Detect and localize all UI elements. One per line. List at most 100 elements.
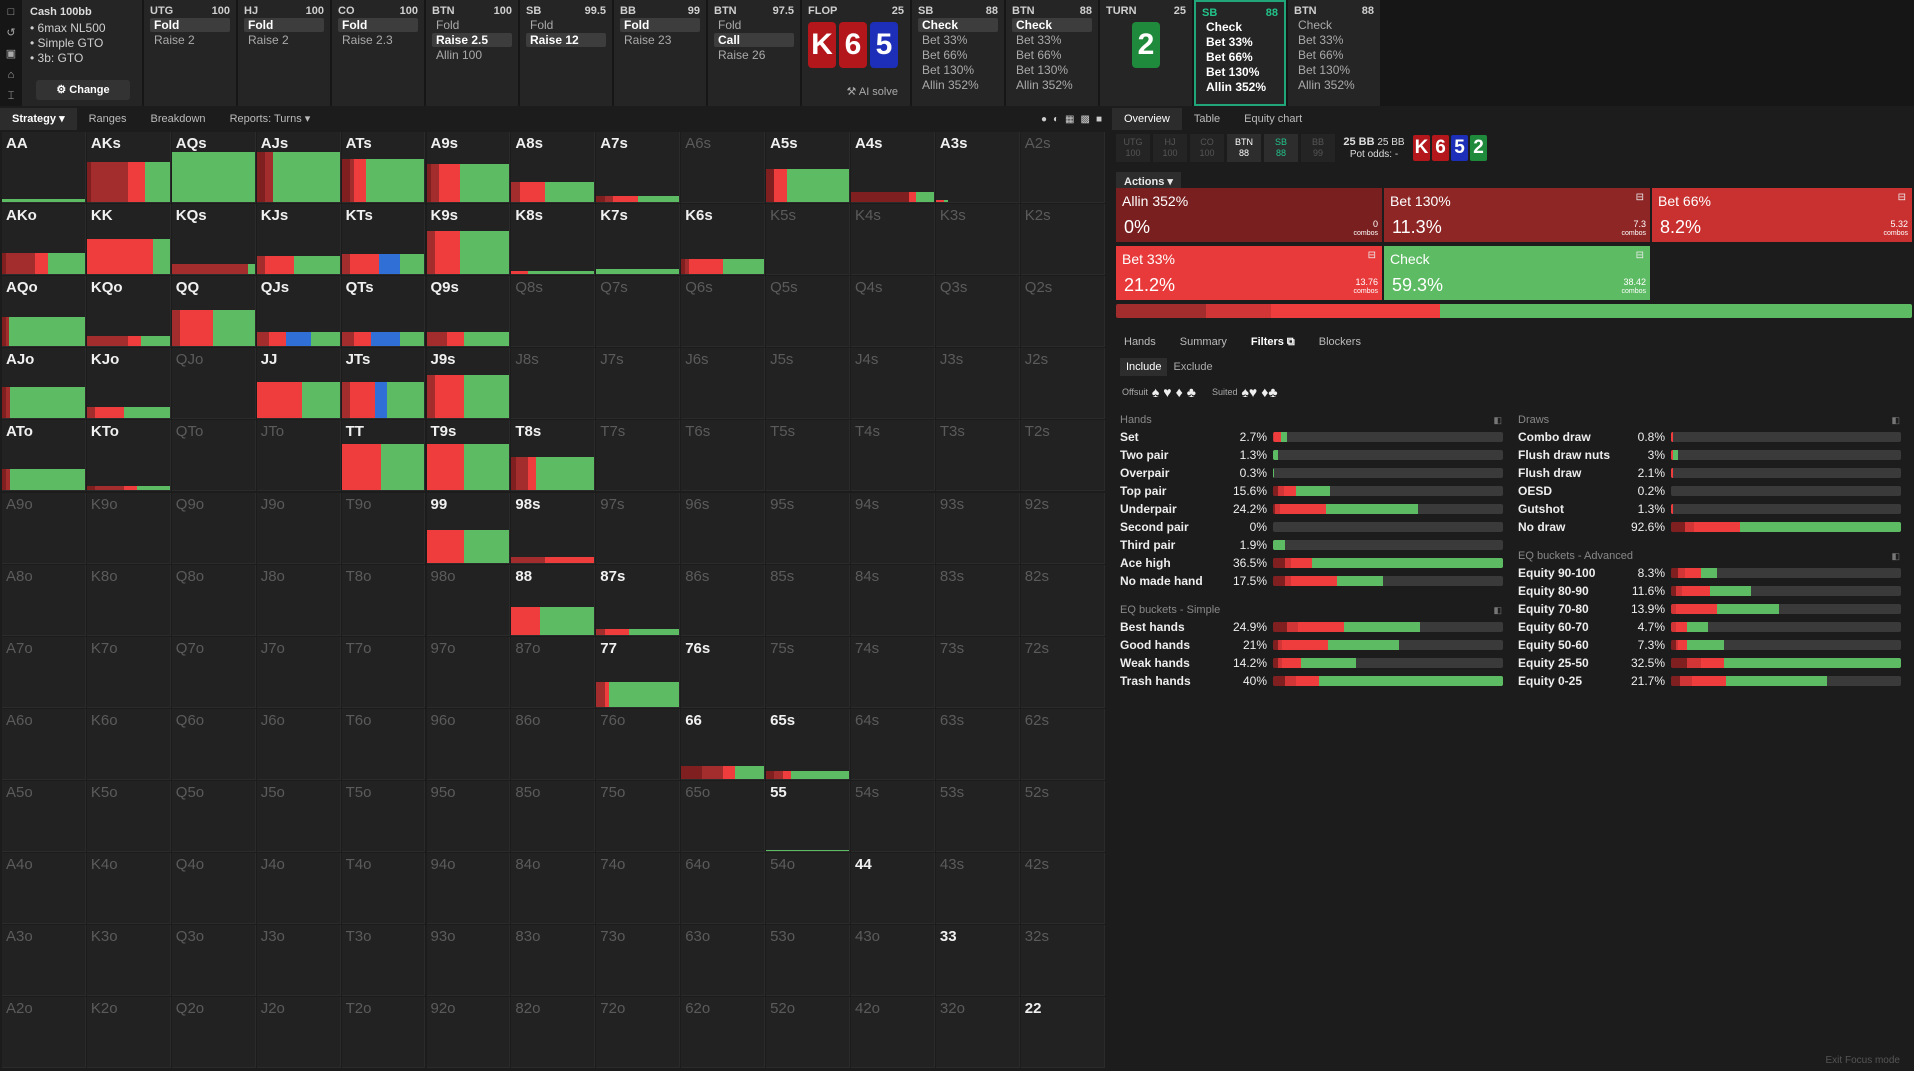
action-option[interactable]: Bet 66% [1298,48,1344,62]
hand-cell[interactable]: QTo [171,420,256,492]
hand-cell[interactable]: 53o [766,925,850,997]
subtab-summary[interactable]: Summary [1179,336,1227,348]
hand-cell[interactable]: 95s [766,492,850,564]
hand-cell[interactable]: T4s [851,420,935,492]
hand-cell[interactable]: 73s [935,636,1020,708]
hand-cell[interactable]: TT [341,420,426,492]
collapse-icon[interactable]: ◧ [1891,551,1900,561]
hand-cell[interactable]: 97s [596,492,681,564]
action-option[interactable]: Bet 130% [1298,63,1351,77]
hand-cell[interactable]: 96s [681,492,766,564]
hand-cell[interactable]: K3s [935,204,1020,276]
hand-cell[interactable]: 82s [1020,564,1105,636]
hand-cell[interactable]: K2o [86,997,171,1069]
hand-cell[interactable]: 42o [851,997,935,1069]
stat-row[interactable]: No draw 92.6% [1518,518,1908,536]
action-option[interactable]: Bet 66% [1206,50,1253,64]
hand-cell[interactable]: 95o [426,780,511,852]
action-option[interactable]: Fold [436,18,460,32]
hand-cell[interactable]: Q5s [766,276,850,348]
hand-cell[interactable]: A9s [426,132,511,204]
hand-cell[interactable]: K4s [851,204,935,276]
hand-cell[interactable]: A3s [935,132,1020,204]
action-box[interactable]: Allin 352% 0% 0 combos [1116,188,1382,242]
stat-row[interactable]: Trash hands 40% [1120,672,1510,690]
hand-cell[interactable]: K6s [681,204,766,276]
hand-cell[interactable]: 32s [1020,925,1105,997]
hand-cell[interactable]: 62s [1020,708,1105,780]
hand-cell[interactable]: 87s [596,564,681,636]
seat-sb[interactable]: SB 88 [1264,134,1298,162]
hand-cell[interactable]: K8o [86,564,171,636]
hand-cell[interactable]: J7o [256,636,341,708]
hand-cell[interactable]: Q6s [681,276,766,348]
tree-icon[interactable]: ⌂ [7,69,15,81]
square-icon[interactable]: □ [7,6,15,18]
hand-cell[interactable]: AJo [2,348,86,420]
hand-cell[interactable]: JTs [341,348,426,420]
hand-cell[interactable]: J2o [256,997,341,1069]
hand-cell[interactable]: K8s [511,204,596,276]
club-icon[interactable]: ♣ [1186,384,1196,400]
tab-reports-turns[interactable]: Reports: Turns ▾ [229,113,311,125]
action-option[interactable]: Fold [150,18,230,32]
hand-cell[interactable]: 75o [596,780,681,852]
hand-cell[interactable]: J4s [851,348,935,420]
position-co[interactable]: CO 100 Fold Raise 2.3 [332,0,424,106]
hand-cell[interactable]: 77 [596,636,681,708]
hand-cell[interactable]: Q7s [596,276,681,348]
stat-row[interactable]: Underpair 24.2% [1120,500,1510,518]
action-option[interactable]: Bet 66% [1016,48,1062,62]
hand-cell[interactable]: T9o [341,492,426,564]
seat-co[interactable]: CO 100 [1190,134,1224,162]
action-box[interactable]: Check 59.3% 38.42 combos ⊟ [1384,246,1650,300]
hand-cell[interactable]: 64s [851,708,935,780]
action-option[interactable]: Call [714,33,794,47]
hand-cell[interactable]: A4o [2,853,86,925]
hand-cell[interactable]: Q3s [935,276,1020,348]
action-option[interactable]: Allin 352% [1298,78,1355,92]
hand-cell[interactable]: 64o [681,853,766,925]
hand-cell[interactable]: JJ [256,348,341,420]
hand-cell[interactable]: QQ [171,276,256,348]
contrast-icon[interactable]: ◐ [1053,113,1060,125]
ai-solve-button[interactable]: ⚒ AI solve [847,85,898,98]
hand-cell[interactable]: 63s [935,708,1020,780]
action-option[interactable]: Bet 130% [922,63,975,77]
hand-cell[interactable]: 73o [596,925,681,997]
action-option[interactable]: Check [1012,18,1092,32]
hand-cell[interactable]: 99 [426,492,511,564]
action-option[interactable]: Bet 33% [1016,33,1062,47]
stat-row[interactable]: Gutshot 1.3% [1518,500,1908,518]
action-option[interactable]: Fold [244,18,324,32]
action-option[interactable]: Allin 352% [1206,80,1267,94]
stat-row[interactable]: No made hand 17.5% [1120,572,1510,590]
hand-cell[interactable]: Q2o [171,997,256,1069]
position-btn[interactable]: BTN 88 Check Bet 33% Bet 66% Bet 130% Allin 35… [1288,0,1380,106]
hand-cell[interactable]: T2o [341,997,426,1069]
expand-icon[interactable]: ⊟ [1635,192,1644,203]
hand-cell[interactable]: 85s [766,564,850,636]
hand-cell[interactable]: Q8s [511,276,596,348]
action-box[interactable]: Bet 130% 11.3% 7.3 combos ⊟ [1384,188,1650,242]
stat-row[interactable]: Second pair 0% [1120,518,1510,536]
hand-cell[interactable]: J5s [766,348,850,420]
hand-cell[interactable]: J4o [256,853,341,925]
hand-cell[interactable]: A5s [766,132,850,204]
hand-cell[interactable]: J8o [256,564,341,636]
hand-cell[interactable]: A6s [681,132,766,204]
hand-cell[interactable]: 82o [511,997,596,1069]
hand-cell[interactable]: K2s [1020,204,1105,276]
hand-cell[interactable]: KK [86,204,171,276]
hand-cell[interactable]: KTo [86,420,171,492]
hand-cell[interactable]: J3s [935,348,1020,420]
hand-cell[interactable]: ATs [341,132,426,204]
action-option[interactable]: Bet 33% [922,33,968,47]
action-option[interactable]: Fold [620,18,700,32]
action-option[interactable]: Raise 2 [248,33,289,47]
hand-cell[interactable]: J6o [256,708,341,780]
actions-dropdown[interactable]: Actions ▾ [1116,172,1181,191]
hand-cell[interactable]: Q8o [171,564,256,636]
action-option[interactable]: Fold [530,18,554,32]
hand-cell[interactable]: AQo [2,276,86,348]
